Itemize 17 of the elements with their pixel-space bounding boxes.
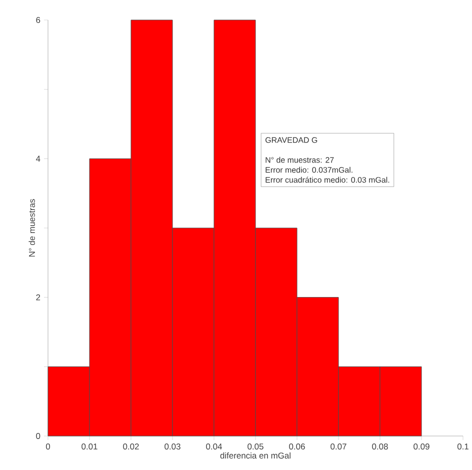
x-tick-label: 0.04: [206, 444, 222, 450]
y-tick-label: 4: [36, 156, 40, 162]
y-tick-label: 0: [36, 433, 40, 439]
x-tick-label: 0.03: [164, 444, 180, 450]
x-tick-label: 0.1: [457, 444, 468, 450]
x-axis-title: diferencia en mGal: [220, 452, 290, 459]
x-tick-label: 0.01: [82, 444, 98, 450]
x-tick-label: 0.05: [248, 444, 264, 450]
x-tick-label: 0.09: [414, 444, 430, 450]
x-tick-label: 0.02: [123, 444, 139, 450]
y-axis-title: N° de muestras: [28, 199, 35, 257]
y-tick-label: 6: [36, 17, 40, 23]
x-tick-label: 0.08: [372, 444, 388, 450]
y-tick-label: 2: [36, 294, 40, 300]
x-tick-label: 0.07: [330, 444, 346, 450]
x-tick-label: 0: [46, 444, 50, 450]
x-tick-label: 0.06: [289, 444, 305, 450]
